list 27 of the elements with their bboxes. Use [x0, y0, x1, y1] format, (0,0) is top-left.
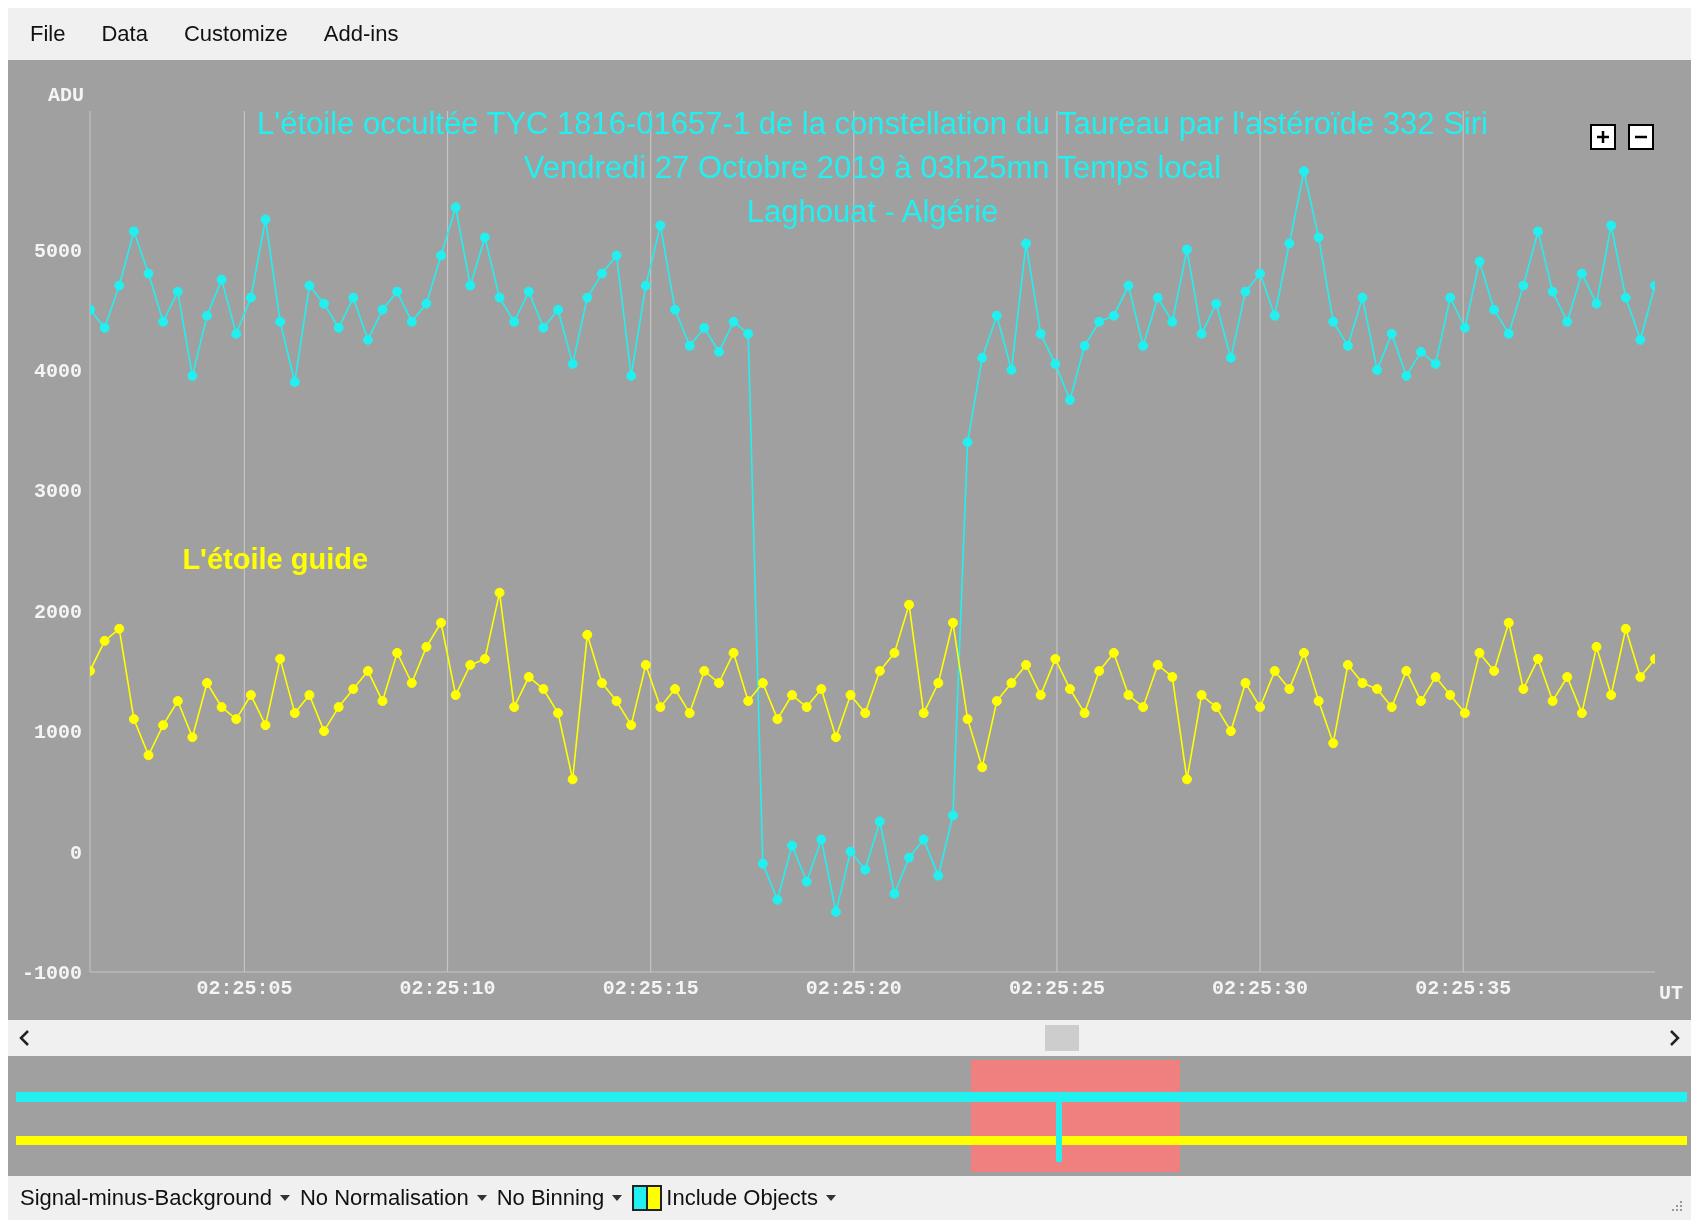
x-tick-label: 02:25:35 [1415, 977, 1512, 1001]
text: No Binning [496, 1185, 605, 1211]
y-tick-label: 4000 [33, 360, 82, 383]
y-tick-label: 0 [69, 841, 82, 865]
x-tick-label: 02:25:30 [1212, 977, 1309, 1001]
x-tick-label: 02:25:05 [196, 977, 293, 1001]
y-tick-label: 1000 [33, 721, 82, 745]
text: Customize [183, 21, 288, 47]
text: Vendredi 27 Octobre 2019 à 03h25mn Temps local Laghouat - Algérie [522, 149, 1223, 231]
text: Data [101, 21, 148, 47]
y-tick-label: 5000 [33, 239, 82, 263]
y-tick-label: 2000 [33, 600, 82, 624]
text: File [30, 21, 66, 47]
x-tick-label: 02:25:10 [399, 977, 496, 1001]
text: L'étoile guide [182, 542, 369, 576]
text: No Normalisation [299, 1185, 469, 1211]
x-tick-label: 02:25:25 [1008, 977, 1105, 1001]
x-tick-label: 02:25:20 [805, 977, 902, 1001]
y-axis-title: ADU [48, 84, 85, 107]
text: Add-ins [323, 21, 399, 47]
x-tick-label: 02:25:15 [602, 977, 699, 1001]
text: Include Objects [666, 1185, 818, 1211]
chart-title: L'étoile occultée TYC 1816-01657-1 de la constellation du Taureau par l'astéroïde 332 Siri [256, 105, 1489, 143]
x-axis-title: UT [1658, 982, 1683, 1005]
y-tick-label: -1000 [21, 962, 82, 986]
y-tick-label: 3000 [33, 480, 82, 504]
text: Signal-minus-Background [20, 1185, 272, 1211]
